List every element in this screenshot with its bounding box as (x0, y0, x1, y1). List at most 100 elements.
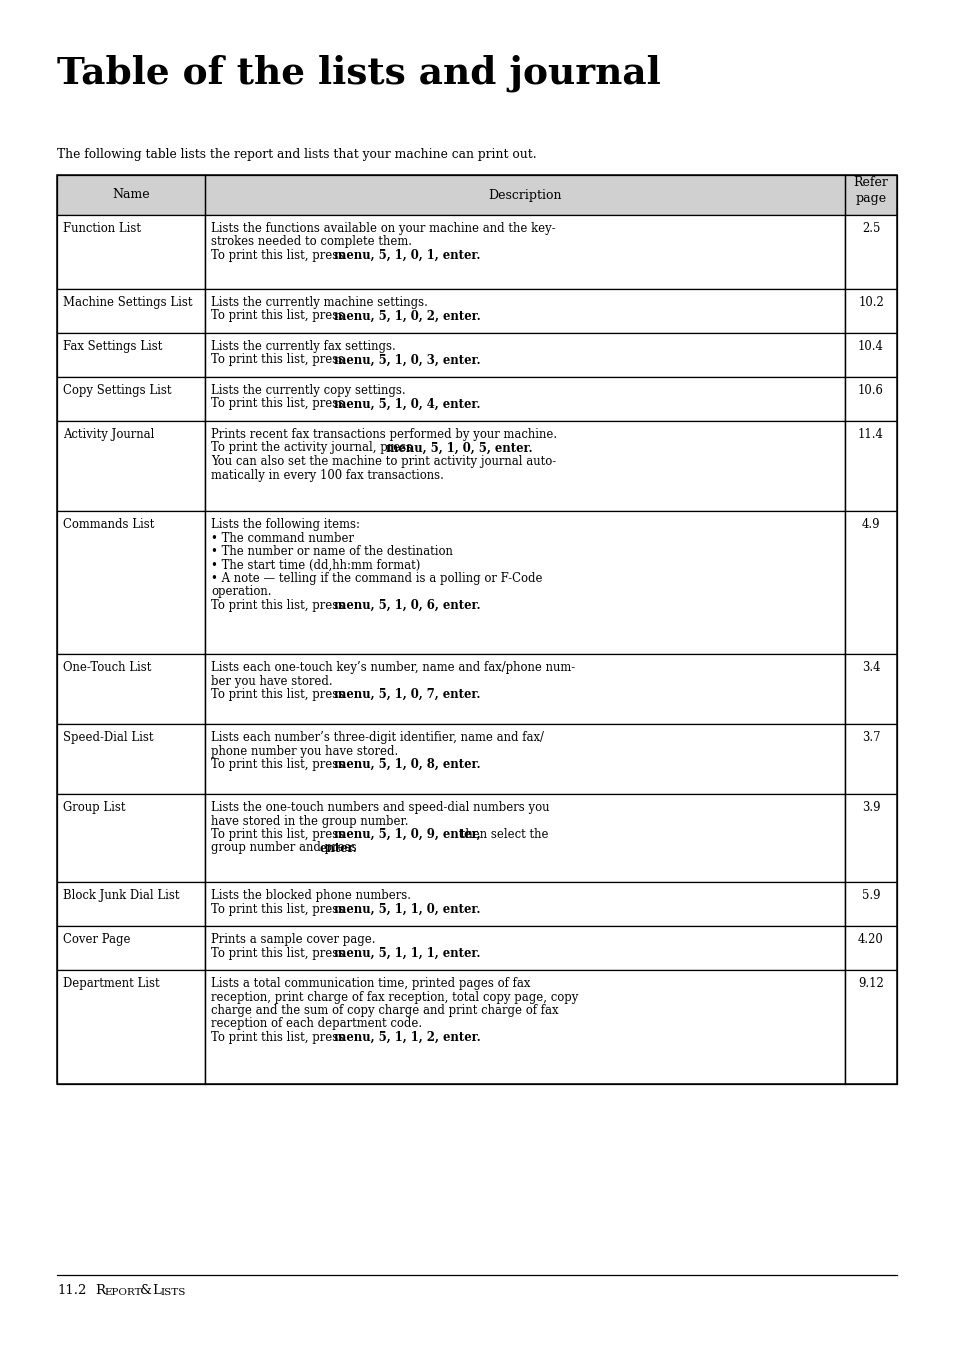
Text: operation.: operation. (211, 585, 272, 599)
Bar (205, 333, 844, 377)
Text: have stored in the group number.: have stored in the group number. (211, 814, 408, 828)
Text: L: L (152, 1285, 161, 1297)
Bar (205, 794, 844, 882)
Text: Machine Settings List: Machine Settings List (63, 297, 193, 309)
Text: menu, 5, 1, 0, 9, enter,: menu, 5, 1, 0, 9, enter, (334, 828, 480, 841)
Text: 2.5: 2.5 (861, 222, 880, 235)
Text: To print this list, press: To print this list, press (211, 353, 348, 367)
Bar (57, 926, 205, 971)
Bar (57, 288, 205, 333)
Text: Copy Settings List: Copy Settings List (63, 384, 172, 398)
Text: Lists the currently machine settings.: Lists the currently machine settings. (211, 297, 428, 309)
Text: charge and the sum of copy charge and print charge of fax: charge and the sum of copy charge and pr… (211, 1004, 558, 1016)
Bar (57, 377, 205, 421)
Text: Lists the currently fax settings.: Lists the currently fax settings. (211, 340, 395, 353)
Text: menu, 5, 1, 0, 3, enter.: menu, 5, 1, 0, 3, enter. (334, 353, 480, 367)
Text: Lists the one-touch numbers and speed-dial numbers you: Lists the one-touch numbers and speed-di… (211, 801, 549, 814)
Text: Refer
page: Refer page (853, 175, 887, 205)
Bar (844, 511, 896, 654)
Bar (57, 175, 896, 1084)
Text: reception, print charge of fax reception, total copy page, copy: reception, print charge of fax reception… (211, 991, 578, 1003)
Text: 10.4: 10.4 (857, 340, 883, 353)
Text: Description: Description (488, 189, 561, 201)
Text: To print this list, press: To print this list, press (211, 1031, 348, 1043)
Text: Cover Page: Cover Page (63, 933, 131, 946)
Text: One-Touch List: One-Touch List (63, 661, 152, 674)
Bar (57, 333, 205, 377)
Text: The following table lists the report and lists that your machine can print out.: The following table lists the report and… (57, 148, 536, 160)
Bar (844, 214, 896, 288)
Text: ber you have stored.: ber you have stored. (211, 674, 333, 687)
Bar (205, 926, 844, 971)
Text: 10.6: 10.6 (857, 384, 883, 398)
Text: enter.: enter. (319, 841, 357, 855)
Text: then select the: then select the (456, 828, 548, 841)
Text: 3.9: 3.9 (861, 801, 880, 814)
Text: menu, 5, 1, 1, 2, enter.: menu, 5, 1, 1, 2, enter. (334, 1031, 480, 1043)
Text: Department List: Department List (63, 977, 159, 989)
Text: menu, 5, 1, 0, 5, enter.: menu, 5, 1, 0, 5, enter. (385, 442, 532, 454)
Bar (57, 724, 205, 794)
Text: To print this list, press: To print this list, press (211, 758, 348, 771)
Text: group number and press: group number and press (211, 841, 360, 855)
Text: Prints recent fax transactions performed by your machine.: Prints recent fax transactions performed… (211, 429, 557, 441)
Bar (844, 882, 896, 926)
Text: Lists each one-touch key’s number, name and fax/phone num-: Lists each one-touch key’s number, name … (211, 661, 575, 674)
Text: 9.12: 9.12 (858, 977, 882, 989)
Bar (844, 377, 896, 421)
Text: menu, 5, 1, 0, 1, enter.: menu, 5, 1, 0, 1, enter. (334, 249, 479, 262)
Text: menu, 5, 1, 0, 6, enter.: menu, 5, 1, 0, 6, enter. (334, 599, 480, 612)
Bar (205, 882, 844, 926)
Text: menu, 5, 1, 1, 1, enter.: menu, 5, 1, 1, 1, enter. (334, 946, 479, 960)
Text: To print this list, press: To print this list, press (211, 903, 348, 915)
Text: reception of each department code.: reception of each department code. (211, 1018, 421, 1030)
Bar (205, 214, 844, 288)
Text: Name: Name (112, 189, 150, 201)
Bar (844, 724, 896, 794)
Text: ISTS: ISTS (160, 1287, 185, 1297)
Text: 3.4: 3.4 (861, 661, 880, 674)
Text: Activity Journal: Activity Journal (63, 429, 154, 441)
Bar (57, 214, 205, 288)
Text: 4.20: 4.20 (858, 933, 882, 946)
Text: phone number you have stored.: phone number you have stored. (211, 744, 397, 758)
Text: &: & (140, 1285, 152, 1297)
Bar (57, 421, 205, 511)
Text: menu, 5, 1, 1, 0, enter.: menu, 5, 1, 1, 0, enter. (334, 903, 479, 915)
Text: To print this list, press: To print this list, press (211, 398, 348, 411)
Bar (205, 654, 844, 724)
Text: 10.2: 10.2 (858, 297, 882, 309)
Text: • The command number: • The command number (211, 531, 354, 545)
Text: Function List: Function List (63, 222, 141, 235)
Text: Block Junk Dial List: Block Junk Dial List (63, 888, 179, 902)
Text: To print this list, press: To print this list, press (211, 687, 348, 701)
Text: 3.7: 3.7 (861, 731, 880, 744)
Text: strokes needed to complete them.: strokes needed to complete them. (211, 236, 412, 248)
Text: Prints a sample cover page.: Prints a sample cover page. (211, 933, 375, 946)
Text: Lists a total communication time, printed pages of fax: Lists a total communication time, printe… (211, 977, 530, 989)
Text: To print this list, press: To print this list, press (211, 599, 348, 612)
Text: menu, 5, 1, 0, 4, enter.: menu, 5, 1, 0, 4, enter. (334, 398, 479, 411)
Bar (57, 794, 205, 882)
Bar (844, 333, 896, 377)
Bar (844, 288, 896, 333)
Text: Group List: Group List (63, 801, 126, 814)
Text: 4.9: 4.9 (861, 518, 880, 531)
Bar (57, 971, 205, 1084)
Text: Lists each number’s three-digit identifier, name and fax/: Lists each number’s three-digit identifi… (211, 731, 543, 744)
Text: menu, 5, 1, 0, 2, enter.: menu, 5, 1, 0, 2, enter. (334, 310, 480, 322)
Bar (57, 654, 205, 724)
Text: Lists the blocked phone numbers.: Lists the blocked phone numbers. (211, 888, 411, 902)
Text: You can also set the machine to print activity journal auto-: You can also set the machine to print ac… (211, 456, 556, 468)
Bar (844, 794, 896, 882)
Text: menu, 5, 1, 0, 8, enter.: menu, 5, 1, 0, 8, enter. (334, 758, 480, 771)
Bar (57, 175, 896, 214)
Text: To print the activity journal, press: To print the activity journal, press (211, 442, 416, 454)
Text: Speed-Dial List: Speed-Dial List (63, 731, 153, 744)
Text: To print this list, press: To print this list, press (211, 249, 348, 262)
Bar (844, 421, 896, 511)
Text: • A note — telling if the command is a polling or F-Code: • A note — telling if the command is a p… (211, 572, 542, 585)
Text: Lists the currently copy settings.: Lists the currently copy settings. (211, 384, 405, 398)
Text: Fax Settings List: Fax Settings List (63, 340, 162, 353)
Text: 11.2: 11.2 (57, 1285, 87, 1297)
